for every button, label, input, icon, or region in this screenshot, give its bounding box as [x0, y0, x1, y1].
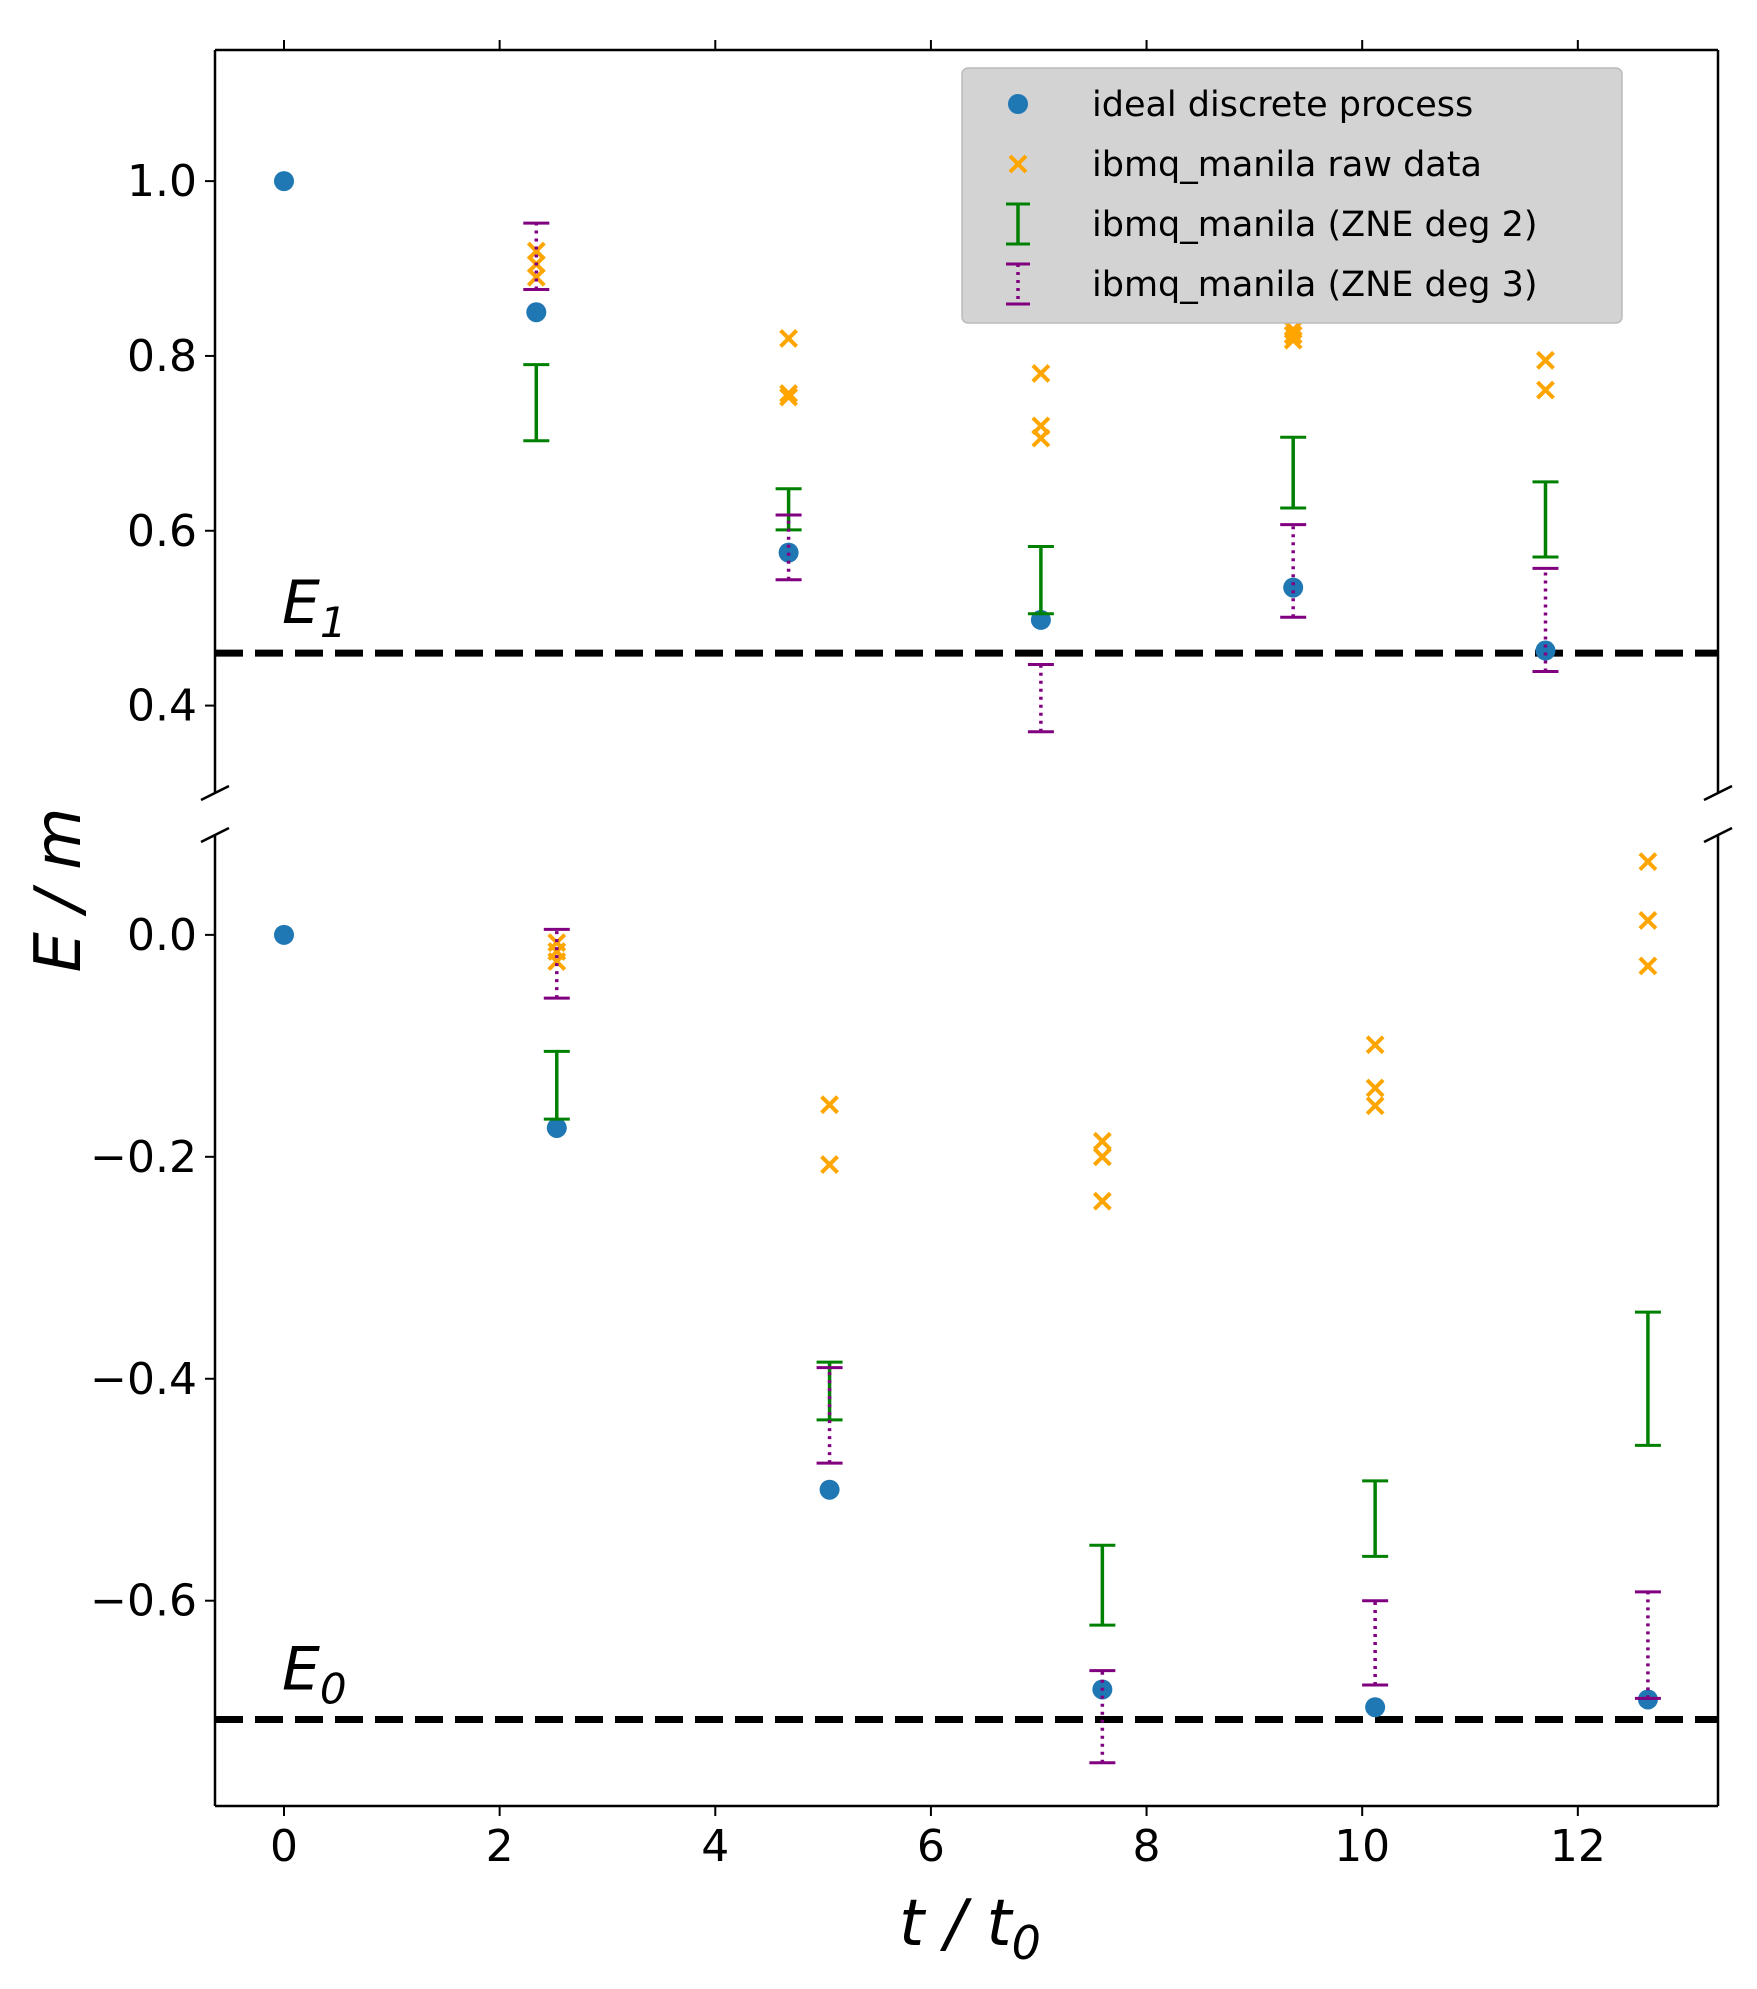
legend: ideal discrete process ibmq_manila raw da… — [961, 67, 1623, 324]
x-axis-label-sub: 0 — [1012, 1916, 1041, 1970]
ideal-data-point — [526, 302, 547, 323]
raw-data-cross — [1031, 364, 1051, 383]
x-axis-label-main: t / t — [899, 1887, 1014, 1961]
bottom-y-tick-label: 0.0 — [127, 910, 197, 961]
legend-box — [961, 67, 1623, 324]
raw-data-cross — [1365, 1096, 1385, 1116]
raw-data-cross — [1365, 1035, 1385, 1055]
ideal-data-point — [546, 1117, 567, 1138]
bottom-y-tick-label: −0.2 — [90, 1132, 197, 1183]
top-y-tick-label: 0.4 — [127, 681, 197, 732]
axis-break-marks — [200, 784, 1733, 844]
raw-data-cross — [779, 387, 799, 407]
energy-level-label-sub: 0 — [320, 1664, 347, 1713]
x-tick-label: 4 — [701, 1821, 729, 1872]
y-axis-label: E / m — [22, 807, 96, 972]
raw-data-cross — [1638, 911, 1658, 930]
raw-data-cross — [820, 1155, 839, 1175]
raw-data-cross — [547, 952, 567, 971]
top-energy-level-label: E1 — [282, 568, 347, 647]
bottom-y-tick-label: −0.4 — [90, 1354, 197, 1405]
raw-data-cross — [1638, 956, 1658, 976]
raw-data-cross — [1031, 428, 1051, 448]
break-slash — [1703, 826, 1733, 844]
ideal-data-point — [819, 1479, 840, 1500]
raw-data-cross — [1638, 852, 1658, 872]
ideal-data-point — [778, 542, 799, 563]
break-slash — [1703, 784, 1733, 802]
ideal-data-point — [1535, 640, 1556, 661]
top-panel: 0.4 0.6 0.8 1.0 E1 — [127, 40, 1720, 793]
top-y-tick-label: 0.8 — [127, 331, 197, 382]
legend-marker-ideal — [1008, 94, 1028, 114]
raw-data-cross — [1092, 1131, 1112, 1151]
x-tick-label: 12 — [1550, 1821, 1606, 1872]
energy-level-label-sub: 1 — [320, 598, 347, 647]
raw-data-cross — [1536, 380, 1555, 400]
energy-level-label-main: E — [282, 1634, 320, 1704]
bottom-panel: 0 2 4 6 8 10 12−0.6−0.4−0.20.0E0 — [90, 835, 1720, 1872]
x-tick-label: 6 — [917, 1821, 945, 1872]
ideal-data-point — [274, 171, 295, 192]
legend-label-zne3: ibmq_manila (ZNE deg 3) — [1092, 265, 1538, 305]
raw-data-cross — [779, 384, 799, 403]
x-tick-label: 10 — [1334, 1821, 1390, 1872]
ideal-data-point — [274, 924, 295, 945]
raw-data-cross — [820, 1095, 839, 1115]
raw-data-cross — [1536, 350, 1555, 370]
top-y-tick-label: 0.6 — [127, 506, 197, 557]
raw-data-cross — [1092, 1147, 1112, 1167]
ideal-data-point — [1365, 1697, 1386, 1718]
x-axis-label: t / t0 — [899, 1887, 1041, 1970]
top-y-tick-label: 1.0 — [127, 156, 197, 207]
bottom-energy-level-label: E0 — [282, 1634, 347, 1713]
x-tick-label: 0 — [270, 1821, 298, 1872]
raw-data-cross — [1283, 330, 1303, 350]
raw-data-cross — [526, 267, 546, 287]
raw-data-cross — [1092, 1191, 1112, 1211]
bottom-y-tick-label: −0.6 — [90, 1576, 197, 1627]
legend-marker-raw — [1008, 154, 1028, 174]
raw-data-cross — [1283, 325, 1303, 345]
raw-data-cross — [779, 329, 799, 348]
ideal-data-point — [1283, 577, 1304, 598]
x-tick-label: 2 — [486, 1821, 514, 1872]
break-slash — [200, 784, 230, 802]
break-slash — [200, 826, 230, 844]
x-tick-label: 8 — [1133, 1821, 1161, 1872]
raw-data-cross — [1365, 1078, 1385, 1098]
legend-label-zne2: ibmq_manila (ZNE deg 2) — [1092, 205, 1538, 245]
energy-level-label-main: E — [282, 568, 320, 638]
legend-label-ideal: ideal discrete process — [1092, 85, 1473, 125]
legend-label-raw: ibmq_manila raw data — [1092, 145, 1482, 185]
